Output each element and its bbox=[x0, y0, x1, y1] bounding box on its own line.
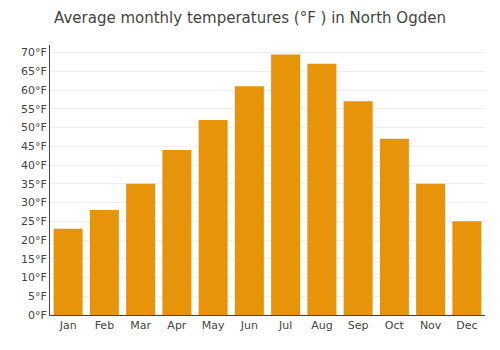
svg-text:Mar: Mar bbox=[130, 319, 151, 332]
svg-text:5°F: 5°F bbox=[28, 290, 47, 303]
svg-text:55°F: 55°F bbox=[21, 103, 47, 116]
svg-text:0°F: 0°F bbox=[28, 309, 47, 322]
svg-text:Apr: Apr bbox=[167, 319, 187, 332]
svg-text:30°F: 30°F bbox=[21, 196, 47, 209]
svg-text:Average monthly temperatures (: Average monthly temperatures (°F ) in No… bbox=[54, 9, 446, 27]
svg-text:Aug: Aug bbox=[311, 319, 332, 332]
svg-text:Jan: Jan bbox=[59, 319, 77, 332]
svg-text:15°F: 15°F bbox=[21, 253, 47, 266]
svg-text:65°F: 65°F bbox=[21, 65, 47, 78]
svg-text:70°F: 70°F bbox=[21, 46, 47, 59]
svg-text:40°F: 40°F bbox=[21, 159, 47, 172]
svg-text:Feb: Feb bbox=[95, 319, 114, 332]
svg-text:Oct: Oct bbox=[385, 319, 405, 332]
svg-text:Sep: Sep bbox=[348, 319, 369, 332]
svg-text:20°F: 20°F bbox=[21, 234, 47, 247]
svg-text:Dec: Dec bbox=[456, 319, 477, 332]
svg-text:35°F: 35°F bbox=[21, 178, 47, 191]
svg-text:25°F: 25°F bbox=[21, 215, 47, 228]
svg-text:May: May bbox=[202, 319, 225, 332]
svg-text:Nov: Nov bbox=[420, 319, 442, 332]
svg-text:10°F: 10°F bbox=[21, 271, 47, 284]
svg-text:Jun: Jun bbox=[240, 319, 258, 332]
svg-text:45°F: 45°F bbox=[21, 140, 47, 153]
svg-text:Jul: Jul bbox=[278, 319, 292, 332]
svg-text:50°F: 50°F bbox=[21, 121, 47, 134]
svg-text:60°F: 60°F bbox=[21, 84, 47, 97]
